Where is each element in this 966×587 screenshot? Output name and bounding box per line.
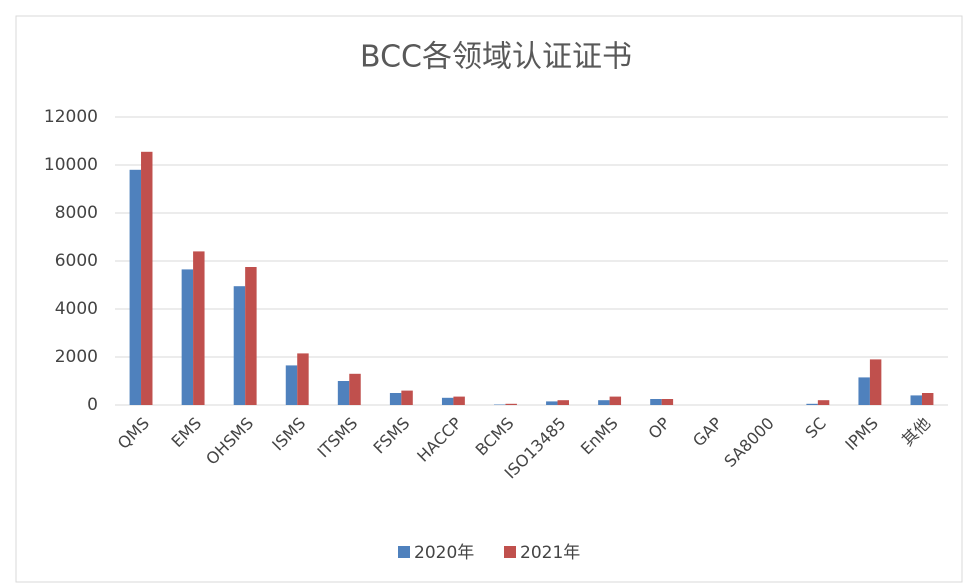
bar xyxy=(806,403,818,405)
bar xyxy=(453,396,465,405)
bar xyxy=(129,169,142,405)
bar xyxy=(661,399,674,405)
bar xyxy=(193,251,205,405)
y-tick-label: 10000 xyxy=(44,155,98,175)
bar xyxy=(285,365,298,405)
y-tick-label: 4000 xyxy=(55,299,98,319)
chart-border xyxy=(15,15,963,583)
bar xyxy=(910,395,922,405)
bar xyxy=(557,400,569,405)
legend-label: 2021年 xyxy=(520,543,580,563)
bar xyxy=(650,399,662,405)
bar xyxy=(817,400,830,405)
legend-swatch xyxy=(504,546,516,558)
bar xyxy=(233,286,246,405)
bar xyxy=(869,359,882,405)
bar xyxy=(598,400,610,405)
y-tick-label: 0 xyxy=(87,395,98,415)
bar xyxy=(141,151,153,405)
bar xyxy=(858,377,870,405)
y-tick-label: 6000 xyxy=(55,251,98,271)
legend-label: 2020年 xyxy=(414,543,474,563)
y-tick-label: 8000 xyxy=(55,203,98,223)
chart-title: BCC各领域认证证书 xyxy=(360,40,632,75)
bar xyxy=(546,401,558,405)
y-tick-label: 12000 xyxy=(44,107,98,127)
bar xyxy=(441,397,454,405)
bar xyxy=(349,373,361,405)
bar xyxy=(181,269,194,405)
bar xyxy=(245,267,257,405)
bar xyxy=(505,403,517,405)
bar xyxy=(297,353,309,405)
bar xyxy=(337,381,350,405)
bar xyxy=(389,393,402,405)
bar xyxy=(921,393,934,405)
bar xyxy=(401,390,413,405)
bar xyxy=(609,396,622,405)
y-tick-label: 2000 xyxy=(55,347,98,367)
legend-swatch xyxy=(398,546,410,558)
